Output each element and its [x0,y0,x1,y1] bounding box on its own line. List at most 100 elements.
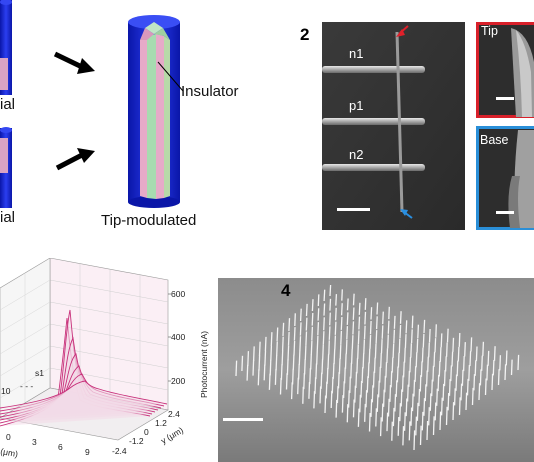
nanowire-pillar [276,341,278,356]
nanowire-pillar [493,346,496,361]
nanowire-pillar [264,350,267,366]
inset-tip-image [476,22,534,118]
nanowire-pillar [352,399,355,418]
nanowire-pillar [486,364,489,381]
nanowire-pillar [457,346,460,362]
nanowire-pillar [451,351,454,367]
electrode-n1 [322,66,425,73]
array-scale-bar [223,418,263,421]
tip-modulated-label: Tip-modulated [101,212,197,229]
nanowire-pillar [308,381,311,399]
nanowire-pillar [252,346,255,362]
nanowire-pillar [510,359,513,376]
nanowire-pillar [305,303,308,317]
nanowire-pillar [468,364,471,381]
nanowire-pillar [428,328,431,343]
nanowire-pillar [403,347,406,363]
nanowire-pillar [373,357,376,374]
nanowire-pillar [320,372,323,389]
sem-device-image [322,22,465,230]
nanowire-pillar [350,348,353,364]
nanowire-pillar [317,308,320,321]
nanowire-pillar [310,340,313,355]
nanowire-pillar [285,373,288,390]
nanowire-pillar [387,334,389,349]
nanowire-pillar [375,408,378,427]
nanowire-pillar [405,398,408,417]
nanowire-pillar [335,294,338,306]
nanowire-pillar [346,326,349,340]
nanowire-pillar [375,330,378,344]
nanowire-pillar [297,377,299,395]
nanowire-pillar [316,335,319,350]
nanowire-pillar [426,420,429,441]
nanowire-pillar [324,395,327,414]
y-tick-neg1.2: -1.2 [129,436,144,446]
electrode-n2 [322,164,425,171]
nanowire-pillar [408,421,411,441]
panel4-number: 4 [281,281,291,300]
nanowire-pillar [364,311,367,325]
nanowire-pillar [269,359,272,376]
nanowire-pillar [352,307,355,320]
nanowire-pillar [475,346,478,362]
panel1-schematic [0,0,184,208]
nanowire-pillar [393,315,396,329]
tip-modulated-nanowire [128,15,184,208]
nanowire-pillars [235,284,520,451]
nanowire-pillar [405,320,408,334]
nanowire-pillar [402,361,405,378]
nanowire-pillar [336,386,339,404]
nanowire-pillar [439,411,442,431]
inset-base-image [476,126,534,230]
nanowire-pillar [357,408,360,427]
nanowire-pillar [309,368,312,385]
nanowire-pillar [399,311,402,324]
nanowire-pillar [391,357,394,373]
nanowire-pillar [276,327,279,342]
nanowire-pillar [316,349,318,365]
nanowire-pillar [386,348,389,364]
electrode-label-p1: p1 [349,98,364,113]
nanowire-pillar [351,335,354,350]
nanowire-pillar [323,289,326,302]
nanowire-pillar [462,355,465,372]
nanowire-pillar [419,375,422,392]
nanowire-pillar [377,380,380,398]
nanowire-pillar [346,312,349,325]
nanowire-pillar [281,336,284,351]
nanowire-pillar [356,358,359,374]
nanowire-pillar [322,331,325,345]
y-tick-2.4: 2.4 [168,409,180,419]
x-tick-3: 3 [32,437,37,447]
inset-tip-label: Tip [481,24,498,38]
nanowire-pillar [341,395,344,413]
blue-arrow-icon [400,209,413,219]
nanowire-pillar [299,336,302,351]
nanowire-pillar [450,365,453,382]
nanowire-pillar [344,353,347,369]
z-tick-600: 600 [171,289,185,299]
nanowire-pillar [446,328,449,343]
nanowire-pillar [311,312,314,326]
nanowire-pillar [280,364,283,380]
nanowire-pillar [345,339,348,355]
nanowire-pillar [445,342,448,357]
nanowire-pillar [292,354,295,370]
y-tick-neg2.4: -2.4 [112,446,127,456]
nanowire-pillar [359,394,362,413]
nanowire-pillar [354,385,357,403]
nanowire-pillar [491,373,494,391]
nanowire-pillar [505,350,508,366]
nanowire-pillar [366,376,369,393]
nanowire-pillar [427,356,429,372]
nanowire-pillar [473,374,476,391]
nanowire-pillar [392,407,395,427]
nanowire-pillar [286,359,289,375]
nanowire-pillar [391,421,393,441]
nanowire-pillar [387,398,390,417]
nanowire-pillar [321,358,324,375]
nanowire-pillar [423,398,426,416]
nanowire-pillar [470,337,473,352]
nanowire-pillar [340,303,343,316]
